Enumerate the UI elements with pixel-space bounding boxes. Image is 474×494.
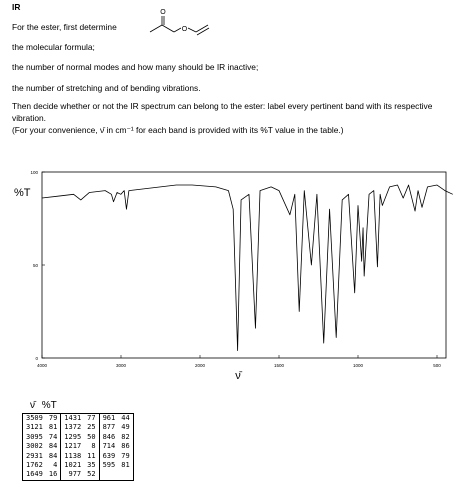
table-cell: 84 bbox=[48, 442, 58, 451]
table-cell: 1431 bbox=[60, 413, 85, 424]
table-row: 3121 81 1372 25 877 49 bbox=[23, 423, 134, 433]
table-row: 3095 74 1295 50 846 82 bbox=[23, 432, 134, 443]
plot-frame bbox=[41, 171, 447, 359]
table-cell: 1138 bbox=[60, 451, 85, 462]
instruction: Then decide whether or not the IR spectr… bbox=[12, 101, 433, 123]
table-cell: 81 bbox=[121, 461, 130, 470]
y-tick-label: 50 bbox=[33, 263, 39, 268]
table-cell: 49 bbox=[121, 423, 130, 432]
table-cell: 1649 bbox=[26, 470, 43, 479]
table-cell: 1021 bbox=[60, 461, 85, 471]
ir-spectrum: %T ν̄ 0 50 100 4000 3000 2000 1500 1000 500 bbox=[14, 170, 453, 382]
table-cell: 961 bbox=[98, 413, 119, 424]
x-tick-label: 3000 bbox=[116, 363, 127, 368]
table-row: 3002 84 1217 8 714 86 bbox=[23, 442, 134, 452]
molecule: O O bbox=[149, 9, 210, 36]
table-cell: 639 bbox=[98, 451, 119, 462]
y-tick-label: 100 bbox=[30, 170, 38, 175]
table-cell: 25 bbox=[87, 423, 96, 432]
table-header: ν̄ %T bbox=[30, 400, 57, 411]
table-cell: 82 bbox=[121, 432, 130, 441]
spectrum-line bbox=[41, 184, 453, 351]
table-row: 1762 4 1021 35 595 81 bbox=[23, 461, 134, 471]
table-cell: 79 bbox=[48, 414, 58, 422]
table-row: 2931 84 1138 11 639 79 bbox=[23, 451, 134, 462]
table-cell: 81 bbox=[48, 423, 58, 432]
table-cell: 44 bbox=[121, 414, 130, 422]
task: the molecular formula; bbox=[12, 42, 95, 52]
note: (For your convenience, ν̄ in cm⁻¹ for ea… bbox=[12, 125, 344, 135]
table-cell: 4 bbox=[53, 461, 58, 470]
table-cell: 8 bbox=[91, 442, 96, 451]
table-cell: 86 bbox=[121, 442, 130, 451]
table-cell: 1372 bbox=[60, 423, 85, 433]
table-cell bbox=[118, 470, 133, 480]
y-axis-label: %T bbox=[14, 187, 31, 199]
table-cell: 977 bbox=[60, 470, 85, 481]
x-tick-label: 4000 bbox=[37, 363, 48, 368]
x-tick-label: 500 bbox=[433, 363, 441, 368]
table-cell: 52 bbox=[87, 470, 96, 479]
table-cell: 714 bbox=[98, 442, 119, 452]
header-cell: ν̄ bbox=[30, 400, 35, 411]
table-cell: 84 bbox=[48, 451, 58, 460]
x-tick-label: 1500 bbox=[274, 363, 285, 368]
task: the number of normal modes and how many … bbox=[12, 62, 259, 72]
table-cell: 846 bbox=[98, 432, 119, 443]
table-cell: 35 bbox=[87, 461, 96, 470]
table-cell: 50 bbox=[87, 432, 96, 441]
table-cell: 1217 bbox=[60, 442, 85, 452]
table-cell: 11 bbox=[87, 451, 96, 460]
x-tick-label: 2000 bbox=[195, 363, 206, 368]
atom: O bbox=[182, 26, 188, 33]
table-cell: 79 bbox=[121, 451, 130, 460]
band-table: 3509 79 1431 77 961 44 3121 81 1372 25 877 49 3095 74… bbox=[22, 413, 134, 481]
table-cell bbox=[98, 470, 119, 481]
table-cell: 3509 bbox=[26, 414, 43, 422]
intro: For the ester, first determine bbox=[12, 22, 117, 32]
header-cell: %T bbox=[41, 400, 57, 411]
y-tick-label: 0 bbox=[35, 356, 38, 361]
table-cell: 595 bbox=[98, 461, 119, 471]
table-row: 1649 16 977 52 bbox=[23, 470, 134, 481]
table-cell: 16 bbox=[48, 470, 58, 479]
table-cell: 1762 bbox=[26, 461, 43, 470]
table-cell: 3095 bbox=[26, 432, 43, 441]
x-tick-label: 1000 bbox=[353, 363, 364, 368]
task: the number of stretching and of bending … bbox=[12, 83, 201, 93]
table-cell: 1295 bbox=[60, 432, 85, 443]
table-cell: 3121 bbox=[26, 423, 43, 432]
table-cell: 77 bbox=[87, 414, 96, 422]
table-cell: 877 bbox=[98, 423, 119, 433]
table-cell: 74 bbox=[48, 432, 58, 441]
table-row: 3509 79 1431 77 961 44 bbox=[23, 413, 134, 424]
x-axis-label: ν̄ bbox=[235, 370, 243, 382]
table-cell: 2931 bbox=[26, 451, 43, 460]
atom: O bbox=[160, 9, 166, 16]
heading: IR bbox=[12, 2, 21, 12]
table-cell: 3002 bbox=[26, 442, 43, 451]
